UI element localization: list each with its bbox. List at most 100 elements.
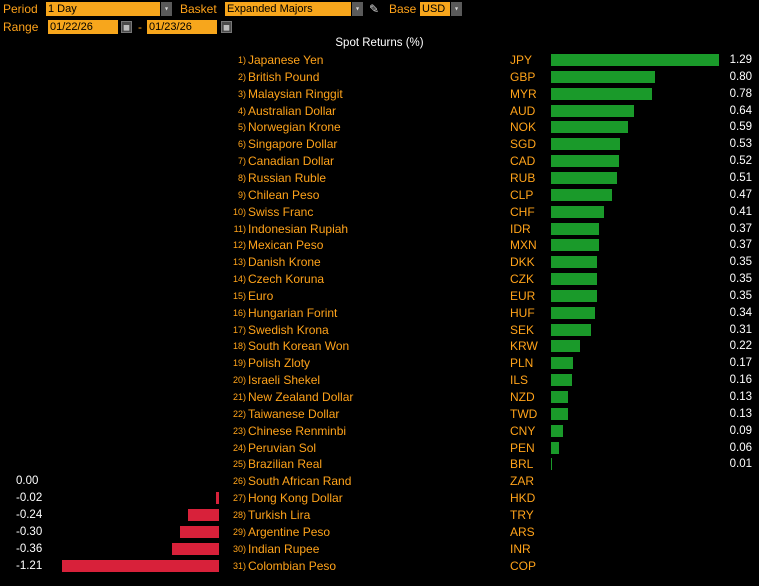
table-row[interactable]: 2) British Pound GBP 0.80 [0,69,759,86]
currency-code[interactable]: PEN [510,440,535,455]
table-row[interactable]: 18) South Korean Won KRW 0.22 [0,338,759,355]
basket-dropdown-icon[interactable]: ▾ [352,2,363,16]
currency-name[interactable]: New Zealand Dollar [248,390,354,404]
currency-code[interactable]: ARS [510,524,535,539]
currency-code[interactable]: TRY [510,507,534,522]
currency-name[interactable]: South Korean Won [248,339,350,354]
table-row[interactable]: 28) Turkish Lira TRY -0.24 [0,507,759,524]
currency-name[interactable]: Euro [248,288,274,303]
table-row[interactable]: 30) Indian Rupee INR -0.36 [0,541,759,558]
period-dropdown-icon[interactable]: ▾ [161,2,172,16]
currency-code[interactable]: JPY [510,53,533,67]
currency-code[interactable]: TWD [510,406,538,421]
table-row[interactable]: 20) Israeli Shekel ILS 0.16 [0,372,759,389]
range-start-calendar-icon[interactable]: ▦ [121,21,132,33]
table-row[interactable]: 29) Argentine Peso ARS -0.30 [0,524,759,541]
table-row[interactable]: 11) Indonesian Rupiah IDR 0.37 [0,221,759,238]
currency-name[interactable]: Mexican Peso [248,238,324,253]
currency-name[interactable]: Hungarian Forint [248,305,338,320]
currency-name[interactable]: Indian Rupee [248,541,320,556]
table-row[interactable]: 21) New Zealand Dollar NZD 0.13 [0,389,759,406]
table-row[interactable]: 14) Czech Koruna CZK 0.35 [0,271,759,288]
currency-name[interactable]: Indonesian Rupiah [248,221,349,236]
currency-name[interactable]: Norwegian Krone [248,120,341,135]
currency-name[interactable]: Swiss Franc [248,204,314,219]
currency-name[interactable]: Canadian Dollar [248,154,335,169]
table-row[interactable]: 24) Peruvian Sol PEN 0.06 [0,440,759,457]
table-row[interactable]: 3) Malaysian Ringgit MYR 0.78 [0,86,759,103]
currency-code[interactable]: CAD [510,154,536,169]
currency-code[interactable]: BRL [510,457,534,472]
currency-name[interactable]: Singapore Dollar [248,137,338,152]
currency-name[interactable]: British Pound [248,69,320,84]
basket-select[interactable]: Expanded Majors [225,2,351,16]
currency-code[interactable]: SEK [510,322,535,337]
table-row[interactable]: 22) Taiwanese Dollar TWD 0.13 [0,406,759,423]
currency-code[interactable]: MXN [510,238,537,253]
currency-code[interactable]: COP [510,558,537,573]
currency-code[interactable]: EUR [510,288,536,303]
table-row[interactable]: 23) Chinese Renminbi CNY 0.09 [0,423,759,440]
currency-code[interactable]: CLP [510,187,534,202]
currency-name[interactable]: Taiwanese Dollar [248,406,340,421]
table-row[interactable]: 31) Colombian Peso COP -1.21 [0,558,759,575]
currency-name[interactable]: Chilean Peso [248,187,320,202]
currency-code[interactable]: ZAR [510,474,534,489]
currency-code[interactable]: SGD [510,137,537,152]
table-row[interactable]: 8) Russian Ruble RUB 0.51 [0,170,759,187]
currency-code[interactable]: NZD [510,390,535,404]
table-row[interactable]: 6) Singapore Dollar SGD 0.53 [0,136,759,153]
currency-name[interactable]: Czech Koruna [248,272,325,287]
currency-code[interactable]: MYR [510,86,537,101]
period-select[interactable]: 1 Day [46,2,160,16]
currency-code[interactable]: KRW [510,339,538,354]
currency-name[interactable]: Australian Dollar [248,103,337,118]
table-row[interactable]: 19) Polish Zloty PLN 0.17 [0,355,759,372]
currency-name[interactable]: Chinese Renminbi [248,423,347,438]
currency-name[interactable]: Danish Krone [248,255,321,270]
currency-code[interactable]: CZK [510,272,534,287]
currency-code[interactable]: PLN [510,356,534,371]
currency-name[interactable]: Malaysian Ringgit [248,86,343,101]
table-row[interactable]: 25) Brazilian Real BRL 0.01 [0,456,759,473]
currency-code[interactable]: HKD [510,491,536,506]
edit-pencil-icon[interactable]: ✎ [369,2,380,16]
currency-name[interactable]: Polish Zloty [248,356,311,371]
table-row[interactable]: 12) Mexican Peso MXN 0.37 [0,237,759,254]
currency-code[interactable]: IDR [510,221,531,236]
currency-code[interactable]: NOK [510,120,537,135]
currency-code[interactable]: AUD [510,103,536,118]
table-row[interactable]: 9) Chilean Peso CLP 0.47 [0,187,759,204]
table-row[interactable]: 7) Canadian Dollar CAD 0.52 [0,153,759,170]
range-start-input[interactable]: 01/22/26 [48,20,118,34]
currency-name[interactable]: Argentine Peso [248,524,331,539]
table-row[interactable]: 5) Norwegian Krone NOK 0.59 [0,119,759,136]
table-row[interactable]: 4) Australian Dollar AUD 0.64 [0,103,759,120]
table-row[interactable]: 10) Swiss Franc CHF 0.41 [0,204,759,221]
currency-name[interactable]: Swedish Krona [248,322,329,337]
currency-code[interactable]: GBP [510,69,536,84]
currency-code[interactable]: ILS [510,373,529,388]
table-row[interactable]: 13) Danish Krone DKK 0.35 [0,254,759,271]
currency-name[interactable]: Hong Kong Dollar [248,491,343,506]
currency-name[interactable]: Colombian Peso [248,558,337,573]
table-row[interactable]: 1) Japanese Yen JPY 1.29 [0,52,759,69]
currency-name[interactable]: Japanese Yen [248,53,324,67]
range-end-input[interactable]: 01/23/26 [147,20,217,34]
currency-name[interactable]: Russian Ruble [248,170,327,185]
currency-code[interactable]: DKK [510,255,535,270]
currency-code[interactable]: CHF [510,204,535,219]
currency-name[interactable]: Peruvian Sol [248,440,317,455]
currency-name[interactable]: South African Rand [248,474,352,489]
base-select[interactable]: USD [420,2,450,16]
table-row[interactable]: 17) Swedish Krona SEK 0.31 [0,322,759,339]
currency-code[interactable]: RUB [510,170,536,185]
currency-name[interactable]: Israeli Shekel [248,373,321,388]
currency-name[interactable]: Turkish Lira [248,507,311,522]
table-row[interactable]: 27) Hong Kong Dollar HKD -0.02 [0,490,759,507]
range-end-calendar-icon[interactable]: ▦ [221,21,232,33]
table-row[interactable]: 26) South African Rand ZAR 0.00 [0,473,759,490]
currency-name[interactable]: Brazilian Real [248,457,323,472]
currency-code[interactable]: HUF [510,305,535,320]
table-row[interactable]: 15) Euro EUR 0.35 [0,288,759,305]
